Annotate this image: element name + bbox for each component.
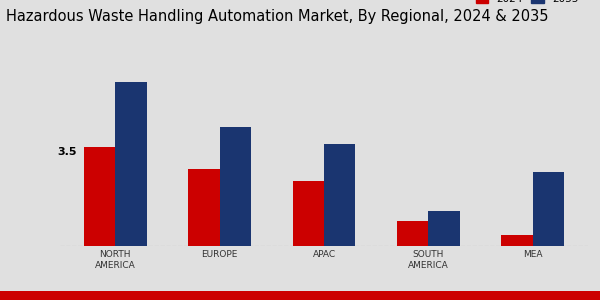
Bar [502,235,533,246]
Text: Hazardous Waste Handling Automation Market, By Regional, 2024 & 2035: Hazardous Waste Handling Automation Mark… [6,9,548,24]
Bar [533,172,564,246]
Bar [428,211,460,246]
Bar [293,181,324,246]
Bar [115,82,146,246]
Bar [84,147,115,246]
Legend: 2024, 2035: 2024, 2035 [472,0,583,8]
Bar [220,127,251,246]
Text: 3.5: 3.5 [57,147,77,157]
Bar [397,220,428,246]
Bar [324,144,355,246]
Bar [188,169,220,246]
